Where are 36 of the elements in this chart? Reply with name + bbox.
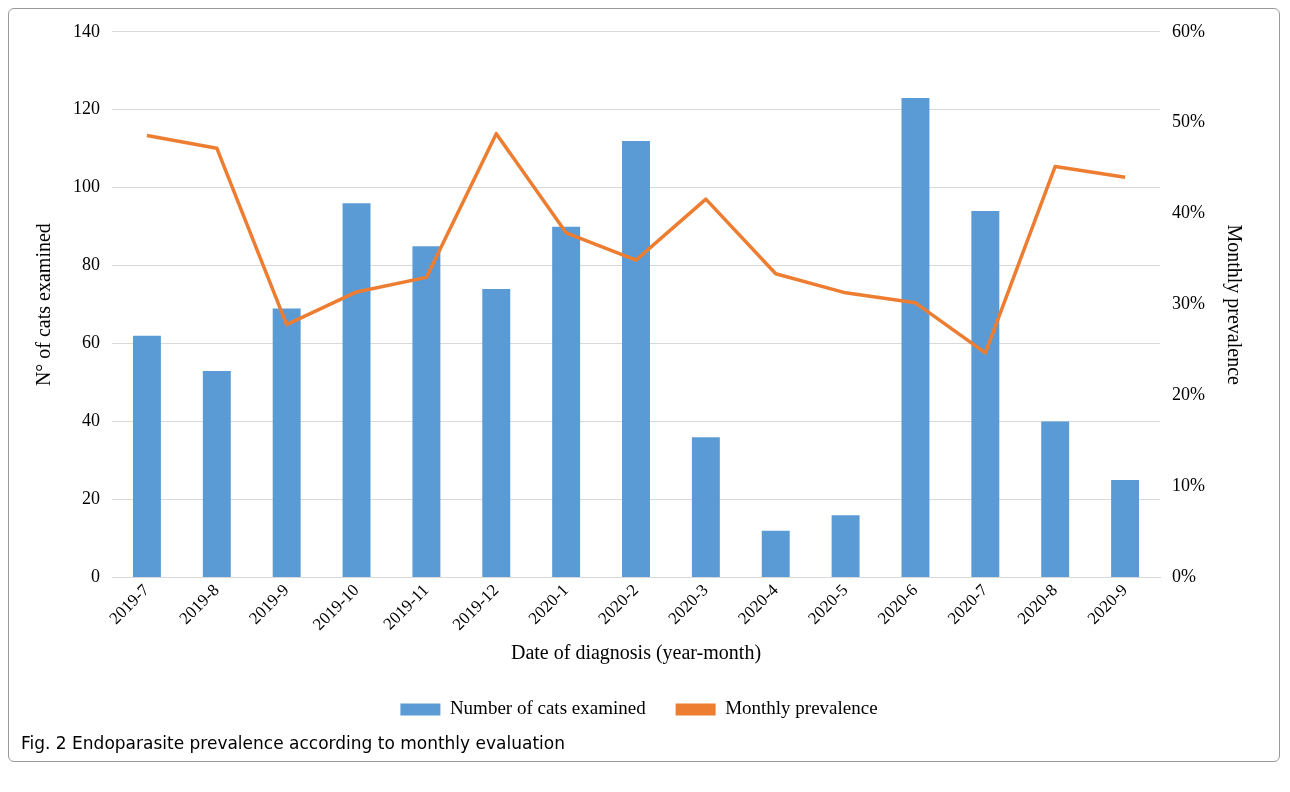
y2-tick-label: 50%: [1172, 111, 1206, 132]
bar: [1041, 421, 1070, 578]
bar: [622, 140, 650, 578]
y2-tick-label: 0%: [1172, 566, 1197, 587]
bar: [552, 226, 581, 578]
y-tick-label: 0: [91, 566, 100, 587]
bar: [412, 246, 441, 578]
bar: [202, 370, 231, 578]
y-tick-label: 40: [82, 410, 100, 431]
y-tick-label: 100: [73, 176, 100, 197]
y-tick-label: 60: [82, 332, 100, 353]
y2-tick-label: 30%: [1172, 293, 1206, 314]
bar: [971, 211, 1000, 578]
y-tick-label: 120: [73, 98, 100, 119]
x-axis-title: Date of diagnosis (year-month): [510, 641, 762, 665]
y2-tick-label: 60%: [1172, 20, 1206, 41]
bar: [901, 98, 930, 578]
bar: [482, 289, 511, 578]
caption: Fig. 2 Endoparasite prevalence according to monthly evaluation: [20, 732, 566, 755]
y2-tick-label: 10%: [1172, 475, 1206, 496]
bar: [342, 203, 371, 578]
bar: [761, 530, 790, 578]
y2-tick-label: 40%: [1172, 202, 1206, 223]
y2-tick-label: 20%: [1172, 384, 1206, 405]
y2-axis-title: Monthly prevalence: [1222, 224, 1246, 386]
y-tick-label: 80: [82, 254, 100, 275]
bar: [132, 335, 161, 578]
bar: [272, 308, 301, 578]
y-axis-title: N° of cats examined: [32, 223, 55, 387]
bar: [1111, 480, 1140, 578]
y-tick-label: 20: [82, 488, 100, 509]
legend-label: Monthly prevalence: [725, 697, 878, 719]
legend-label: Number of cats examined: [449, 697, 647, 719]
bar: [691, 437, 720, 578]
bar: [831, 515, 860, 578]
y-tick-label: 140: [73, 20, 100, 41]
